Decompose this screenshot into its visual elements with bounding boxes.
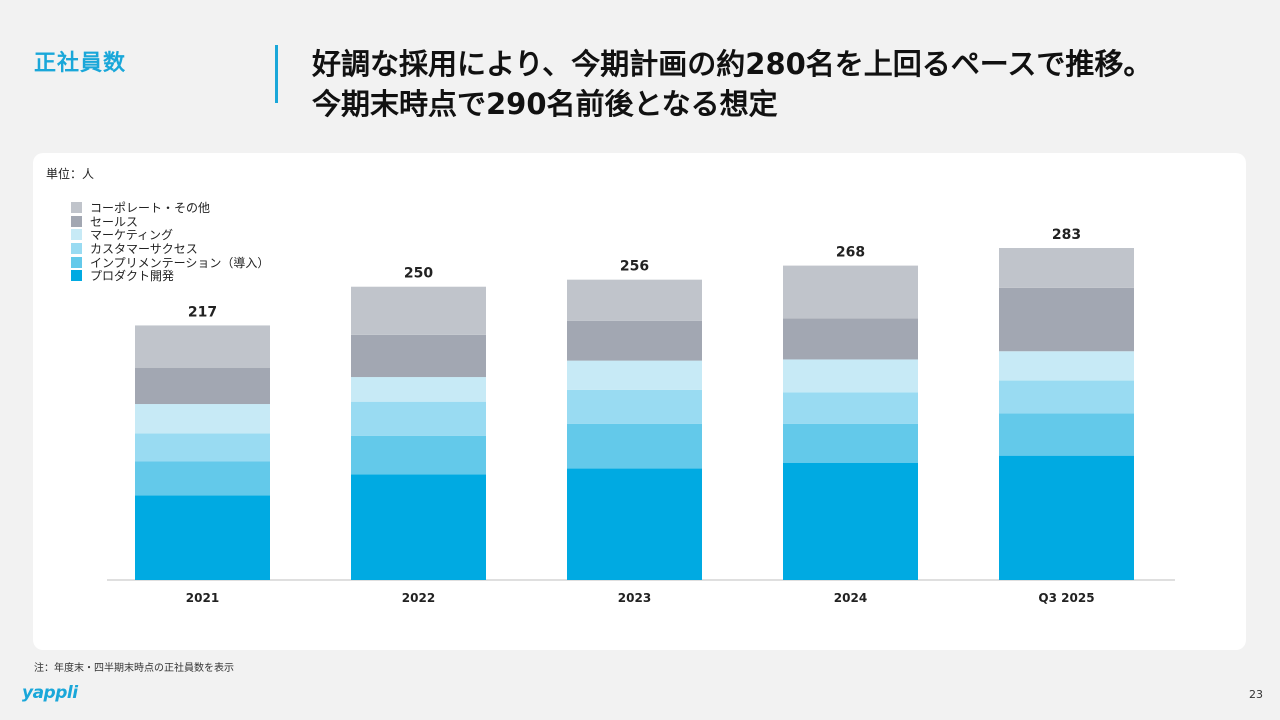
category-label-Q3-2025: Q3 2025 — [1038, 591, 1094, 605]
category-label-2024: 2024 — [834, 591, 867, 605]
bar-segment-Q3-2025-1 — [999, 413, 1134, 456]
legend-label: プロダクト開発 — [90, 269, 175, 284]
bar-segment-2024-1 — [783, 423, 918, 463]
bar-segment-2021-4 — [135, 367, 270, 405]
bar-segment-Q3-2025-3 — [999, 351, 1134, 381]
bar-segment-2022-0 — [351, 474, 486, 580]
legend-label: コーポレート・その他 — [90, 201, 211, 216]
bar-segment-2023-1 — [567, 423, 702, 469]
bar-segment-2024-3 — [783, 359, 918, 393]
bar-segment-Q3-2025-2 — [999, 380, 1134, 414]
bar-segment-2023-0 — [567, 468, 702, 580]
bar-segment-2023-3 — [567, 360, 702, 390]
bar-segment-Q3-2025-4 — [999, 287, 1134, 352]
page-number: 23 — [1249, 688, 1263, 701]
legend-swatch — [71, 215, 82, 227]
bar-segment-2022-1 — [351, 435, 486, 475]
bar-segment-2021-5 — [135, 325, 270, 368]
legend-swatch — [71, 256, 82, 268]
bar-segment-2021-0 — [135, 495, 270, 580]
bar-segment-2024-4 — [783, 318, 918, 360]
bar-segment-Q3-2025-0 — [999, 455, 1134, 580]
total-label-2022: 250 — [404, 266, 433, 282]
legend-item: カスタマーサクセス — [71, 242, 269, 256]
bar-segment-2022-5 — [351, 286, 486, 335]
bar-segment-2024-5 — [783, 265, 918, 319]
legend-swatch — [71, 243, 82, 255]
total-label-2024: 268 — [836, 245, 865, 261]
bar-segment-Q3-2025-5 — [999, 248, 1134, 288]
headline: 好調な採用により、今期計画の約280名を上回るペースで推移。 今期末時点で290… — [312, 44, 1152, 124]
legend-item: プロダクト開発 — [71, 269, 269, 283]
bar-segment-2022-4 — [351, 334, 486, 378]
legend-item: マーケティング — [71, 228, 269, 242]
yappli-logo: yappli — [22, 683, 78, 703]
legend-label: セールス — [90, 214, 139, 229]
category-label-2023: 2023 — [618, 591, 651, 605]
bar-segment-2023-5 — [567, 279, 702, 321]
legend-label: インプリメンテーション（導入） — [90, 255, 270, 270]
bar-segment-2021-2 — [135, 433, 270, 462]
bar-segment-2023-4 — [567, 320, 702, 361]
bar-segment-2022-2 — [351, 401, 486, 436]
legend-item: セールス — [71, 215, 269, 229]
bar-segment-2024-0 — [783, 462, 918, 580]
footnote: 注：年度末・四半期末時点の正社員数を表示 — [34, 663, 234, 674]
bar-segment-2024-2 — [783, 392, 918, 424]
legend-label: マーケティング — [90, 228, 174, 243]
bar-segment-2021-3 — [135, 404, 270, 434]
chart-card: 217 2021 250 2022 256 2023 268 2024 283 Q3 2025 単… — [33, 153, 1246, 650]
total-label-2021: 217 — [188, 304, 217, 320]
total-label-Q3-2025: 283 — [1052, 227, 1081, 243]
legend-item: インプリメンテーション（導入） — [71, 255, 270, 270]
bar-segment-2022-3 — [351, 377, 486, 402]
headline-line-2: 今期末時点で290名前後となる想定 — [312, 87, 778, 121]
stacked-bar-chart: 217 2021 250 2022 256 2023 268 2024 283 Q3 2025 — [107, 227, 1175, 605]
legend-item: コーポレート・その他 — [71, 201, 269, 215]
bar-segment-2021-1 — [135, 461, 270, 496]
legend-swatch — [71, 229, 82, 241]
headline-line-1: 好調な採用により、今期計画の約280名を上回るペースで推移。 — [312, 47, 1153, 81]
total-label-2023: 256 — [620, 259, 649, 275]
legend-swatch — [71, 270, 82, 282]
section-label: 正社員数 — [34, 51, 127, 76]
category-label-2022: 2022 — [402, 591, 435, 605]
legend-swatch — [71, 202, 82, 214]
legend: コーポレート・その他 セールス マーケティング カスタマーサクセス インプリメンテーショ… — [71, 201, 269, 283]
legend-label: カスタマーサクセス — [90, 242, 198, 257]
bar-segment-2023-2 — [567, 389, 702, 424]
unit-label: 単位：人 — [46, 167, 95, 181]
category-label-2021: 2021 — [186, 591, 219, 605]
title-divider — [275, 45, 278, 103]
